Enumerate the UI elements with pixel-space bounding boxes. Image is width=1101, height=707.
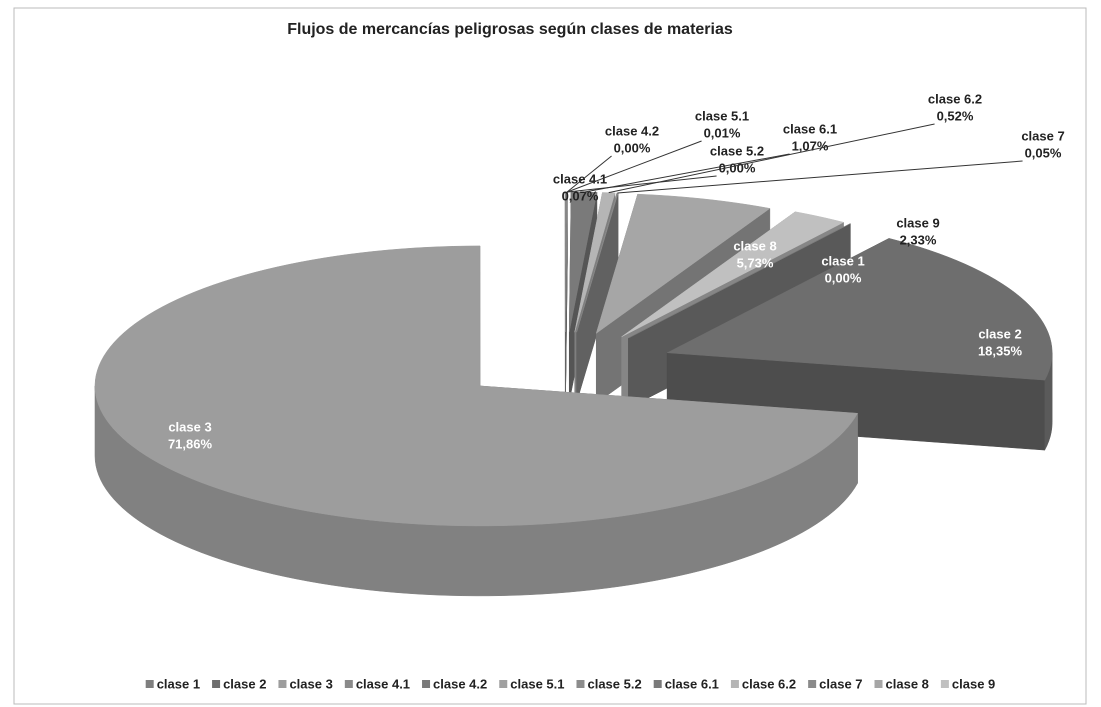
data-label: 1,07% [792,138,829,153]
slice [94,245,858,527]
legend: clase 1 clase 2 clase 3 clase 4.1 clase 4.2 c… [145,676,995,691]
legend-label: clase 2 [223,676,266,691]
slice [576,192,619,333]
data-label-name: clase 8 [733,238,776,253]
data-label-name: clase 6.1 [783,121,837,136]
legend-swatch [874,680,883,688]
legend-label: clase 8 [886,676,929,691]
legend-label: clase 9 [952,676,995,691]
data-label: 18,35% [978,343,1023,358]
data-label: 0,00% [614,140,651,155]
legend-swatch [145,680,154,688]
legend-swatch [499,680,508,688]
leader-line [566,155,612,193]
data-label-name: clase 2 [978,326,1021,341]
data-label: 0,52% [937,108,974,123]
slice-group [576,192,619,403]
data-label-name: clase 1 [821,253,864,268]
data-label-name: clase 7 [1021,128,1064,143]
legend-swatch [422,680,431,688]
data-label: 5,73% [737,255,774,270]
legend-swatch [730,680,739,688]
data-label-name: clase 4.1 [553,171,607,186]
legend-label: clase 7 [819,676,862,691]
legend-label: clase 1 [157,676,200,691]
data-label-name: clase 5.1 [695,108,749,123]
slice-group [565,191,568,403]
slice-group [94,245,858,597]
data-label: 0,00% [825,270,862,285]
slice [628,223,851,339]
data-label-name: clase 6.2 [928,91,982,106]
legend-label: clase 4.2 [433,676,487,691]
chart-title: Flujos de mercancías peligrosas según cl… [287,21,733,38]
data-label: 0,01% [704,125,741,140]
data-label-name: clase 4.2 [605,123,659,138]
leader-line [567,175,717,193]
legend-label: clase 5.1 [510,676,564,691]
data-label-name: clase 5.2 [710,143,764,158]
legend-swatch [278,680,287,688]
legend-label: clase 6.2 [742,676,796,691]
leader-line [608,123,935,194]
legend-label: clase 5.2 [587,676,641,691]
slice [595,193,771,334]
data-label: 0,07% [562,188,599,203]
leader-line [583,153,790,193]
legend-swatch [653,680,662,688]
legend-swatch [940,680,949,688]
leader-line [617,160,1023,194]
slice [666,238,1053,381]
data-label: 0,00% [719,160,756,175]
legend-label: clase 6.1 [665,676,719,691]
legend-label: clase 3 [289,676,332,691]
legend-swatch [212,680,221,688]
legend-swatch [808,680,817,688]
data-label-name: clase 3 [168,419,211,434]
leader-line [567,140,702,193]
slice [621,211,845,337]
legend-swatch [344,680,353,688]
data-label: 0,05% [1025,145,1062,160]
legend-swatch [576,680,585,688]
data-label: 71,86% [168,436,213,451]
legend-label: clase 4.1 [356,676,410,691]
data-label-name: clase 9 [896,215,939,230]
data-label: 2,33% [900,232,937,247]
slice [574,192,616,333]
